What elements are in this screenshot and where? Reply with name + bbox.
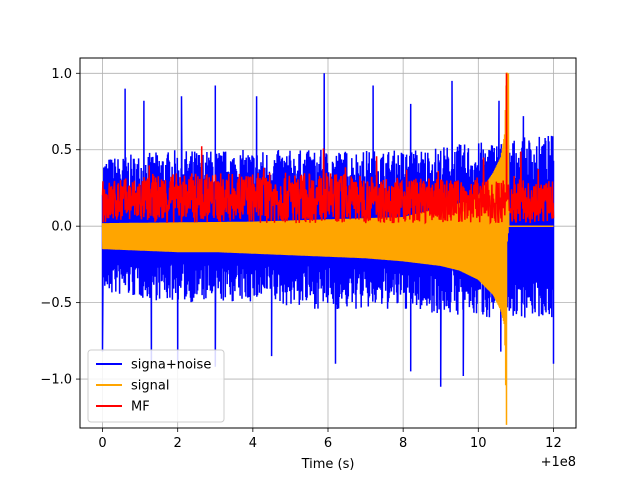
x-offset-label: +1e8 [541,455,576,470]
x-tick-label: 12 [545,436,562,451]
x-tick-label: 0 [98,436,106,451]
axis-ticks: 0 2 4 6 8 10 12 −1.0 −0.5 0.0 0.5 1.0 [40,67,561,451]
x-tick-label: 6 [324,436,332,451]
legend: signa+noise signal MF [87,349,225,423]
legend-label: signal [131,379,169,394]
x-tick-label: 2 [174,436,182,451]
x-tick-label: 4 [249,436,257,451]
y-tick-label: −1.0 [40,373,72,388]
plot-series [101,72,555,425]
legend-box [87,349,225,423]
y-tick-label: −0.5 [40,296,72,311]
x-tick-label: 8 [399,436,407,451]
y-tick-label: 0.0 [51,220,72,235]
y-tick-label: 1.0 [51,67,72,82]
x-tick-label: 10 [470,436,487,451]
legend-label: signa+noise [131,358,211,373]
y-tick-label: 0.5 [51,143,72,158]
legend-label: MF [131,400,150,415]
x-axis-label: Time (s) [301,457,355,472]
series-line-mf [101,73,555,225]
series-line-signal [101,72,554,425]
